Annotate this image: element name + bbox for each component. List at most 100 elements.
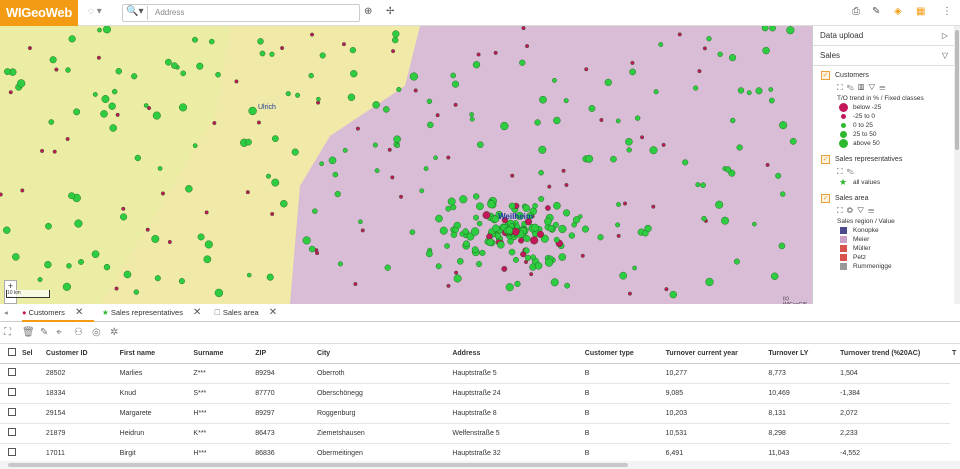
customer-marker[interactable] [120, 213, 128, 221]
customer-marker[interactable] [192, 36, 198, 43]
print-icon[interactable]: ⎙ [852, 6, 860, 17]
customer-marker[interactable] [280, 46, 285, 51]
customer-marker[interactable] [695, 182, 701, 188]
customer-marker[interactable] [256, 120, 261, 125]
customer-marker[interactable] [768, 87, 774, 92]
customer-marker[interactable] [62, 282, 71, 291]
map-canvas[interactable] [0, 26, 812, 304]
customer-marker[interactable] [653, 89, 659, 95]
edit-icon[interactable]: ✎ [40, 327, 49, 338]
customer-marker[interactable] [463, 240, 470, 248]
data-upload-header[interactable]: Data upload ▷ [813, 26, 960, 46]
customer-marker[interactable] [212, 121, 217, 126]
customer-marker[interactable] [511, 227, 520, 236]
customer-marker[interactable] [341, 42, 346, 47]
customer-marker[interactable] [353, 282, 358, 287]
customer-marker[interactable] [65, 137, 70, 142]
customer-marker[interactable] [514, 280, 521, 287]
customer-marker[interactable] [20, 188, 25, 193]
customer-marker[interactable] [510, 173, 515, 178]
customer-marker[interactable] [521, 26, 526, 31]
customer-marker[interactable] [121, 206, 126, 211]
customer-marker[interactable] [616, 202, 621, 207]
customer-marker[interactable] [133, 289, 139, 295]
customer-marker[interactable] [585, 154, 594, 163]
customer-marker[interactable] [44, 260, 52, 269]
customer-marker[interactable] [470, 227, 480, 236]
customer-marker[interactable] [52, 149, 57, 154]
column-header[interactable]: Surname [191, 344, 254, 364]
customer-marker[interactable] [134, 154, 141, 162]
customer-marker[interactable] [466, 232, 475, 241]
customer-marker[interactable] [746, 90, 752, 96]
customer-marker[interactable] [736, 144, 743, 151]
customer-marker[interactable] [291, 148, 299, 156]
customer-marker[interactable] [272, 135, 279, 142]
customer-marker[interactable] [316, 96, 321, 102]
customer-marker[interactable] [522, 204, 531, 212]
column-header[interactable]: Turnover current year [663, 344, 767, 364]
customer-marker[interactable] [538, 145, 547, 154]
customer-marker[interactable] [469, 116, 475, 122]
customer-marker[interactable] [473, 214, 479, 221]
customer-marker[interactable] [65, 67, 71, 73]
chevron-down-icon[interactable]: ▽ [941, 51, 948, 60]
customer-marker[interactable] [642, 230, 649, 237]
customer-marker[interactable] [615, 118, 621, 124]
layer-tools-icon[interactable]: ⛶✎▥▽☰ [837, 83, 890, 92]
customer-marker[interactable] [145, 227, 150, 232]
customer-marker[interactable] [8, 90, 13, 95]
customer-marker[interactable] [444, 243, 450, 249]
close-icon[interactable]: ✕ [268, 307, 278, 318]
customer-marker[interactable] [396, 86, 402, 92]
export-icon[interactable]: ✎ [872, 6, 881, 17]
customer-marker[interactable] [477, 141, 484, 148]
customer-marker[interactable] [66, 263, 72, 269]
delete-icon[interactable]: 🗑 [22, 327, 35, 338]
layer-tools-icon[interactable]: ⛶✎ [837, 167, 858, 176]
customer-marker[interactable] [779, 121, 788, 130]
customer-marker[interactable] [550, 278, 559, 287]
customer-marker[interactable] [762, 46, 770, 55]
table-row[interactable]: 18334 Knud S*** 87770 Oberschönegg Hauptstraß… [0, 383, 960, 404]
customer-marker[interactable] [171, 62, 178, 69]
customer-marker[interactable] [530, 254, 536, 260]
customer-marker[interactable] [114, 286, 119, 291]
customer-marker[interactable] [0, 192, 3, 197]
customer-marker[interactable] [476, 261, 483, 268]
customer-marker[interactable] [564, 282, 571, 289]
customer-marker[interactable] [342, 147, 348, 153]
customer-marker[interactable] [413, 88, 418, 93]
customer-marker[interactable] [308, 72, 314, 79]
customer-marker[interactable] [204, 210, 209, 215]
customer-marker[interactable] [717, 51, 723, 57]
customer-marker[interactable] [271, 178, 280, 187]
customer-marker[interactable] [531, 223, 539, 232]
customer-marker[interactable] [68, 192, 75, 200]
customer-marker[interactable] [487, 200, 496, 209]
customer-marker[interactable] [538, 170, 544, 176]
customer-marker[interactable] [769, 26, 776, 32]
table-icon[interactable]: ▦ [916, 6, 926, 17]
customer-marker[interactable] [439, 226, 448, 235]
customer-marker[interactable] [68, 35, 76, 43]
customer-marker[interactable] [347, 93, 356, 101]
close-icon[interactable]: ✕ [193, 307, 202, 318]
customer-marker[interactable] [203, 255, 212, 264]
column-header[interactable]: Address [450, 344, 583, 364]
customer-marker[interactable] [563, 209, 571, 217]
customer-marker[interactable] [500, 121, 509, 131]
customer-marker[interactable] [453, 274, 462, 283]
customer-marker[interactable] [737, 87, 745, 94]
customer-marker[interactable] [270, 212, 275, 217]
customer-marker[interactable] [285, 91, 291, 97]
customer-marker[interactable] [179, 103, 188, 112]
customer-marker[interactable] [245, 190, 250, 195]
customer-marker[interactable] [334, 190, 341, 198]
customer-marker[interactable] [315, 251, 320, 256]
customer-marker[interactable] [730, 117, 736, 124]
customer-marker[interactable] [706, 36, 712, 42]
customer-marker[interactable] [97, 27, 102, 33]
customer-marker[interactable] [103, 26, 111, 34]
customer-marker[interactable] [165, 58, 172, 66]
